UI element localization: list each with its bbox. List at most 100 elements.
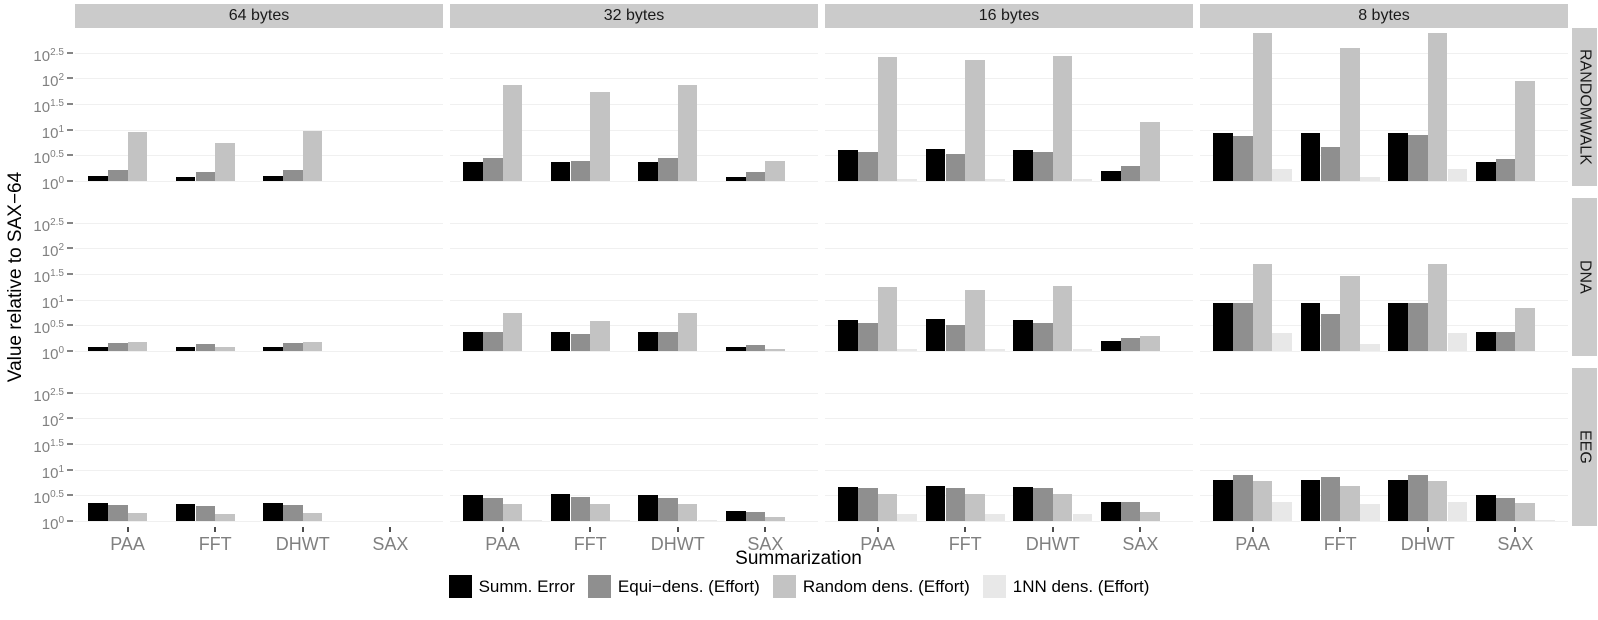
legend: Summ. Error Equi−dens. (Effort) Random den… (0, 575, 1598, 598)
gridline (1200, 222, 1568, 224)
legend-key-swatch (587, 575, 611, 598)
bar (965, 289, 985, 351)
gridline (825, 469, 1193, 471)
bar (215, 513, 235, 521)
bar (107, 169, 128, 181)
gridline (825, 181, 1193, 182)
y-tick-mark (67, 180, 73, 182)
x-tick-mark (501, 527, 504, 532)
x-tick-mark (876, 527, 879, 532)
gridline (450, 155, 818, 157)
bar (838, 319, 858, 351)
bar (1120, 502, 1141, 521)
bar (897, 178, 917, 181)
bar (897, 513, 917, 521)
bar (1476, 161, 1496, 181)
bar (302, 512, 323, 521)
bar (1013, 150, 1034, 181)
bar (263, 503, 284, 521)
bar (263, 346, 284, 351)
legend-key-swatch (448, 575, 472, 598)
gridline (450, 521, 818, 522)
bar (1447, 169, 1468, 181)
bar (215, 346, 235, 351)
bar (1213, 480, 1233, 521)
y-tick-label: 101 (41, 123, 64, 142)
y-tick-mark (67, 51, 73, 54)
bar (1359, 176, 1380, 181)
gridline (1200, 52, 1568, 54)
gridline (1200, 351, 1568, 352)
bar (1052, 56, 1073, 181)
bar (550, 332, 571, 351)
legend-item: Equi−dens. (Effort) (587, 575, 760, 598)
bar (897, 348, 917, 351)
facet-panel (75, 368, 443, 526)
gridline (825, 222, 1193, 224)
x-tick-mark (389, 527, 392, 532)
gridline (1200, 521, 1568, 522)
bar (1447, 333, 1468, 351)
bar (1272, 502, 1292, 521)
bar (609, 519, 630, 521)
facet-column-strip: 16 bytes (825, 4, 1193, 28)
y-tick-mark (67, 154, 73, 157)
bar (1101, 340, 1121, 351)
bar (1515, 503, 1536, 521)
x-tick-label: SAX (747, 534, 784, 554)
bar (1252, 32, 1273, 181)
gridline (75, 443, 443, 445)
x-tick-mark (1251, 527, 1254, 532)
x-tick-label: FFT (1323, 534, 1357, 554)
y-tick-label: 100 (41, 345, 64, 363)
bar (945, 488, 966, 521)
bar (1120, 337, 1141, 351)
bar (1072, 178, 1093, 181)
x-tick-mark (214, 527, 217, 532)
x-tick-label: FFT (948, 534, 982, 554)
bar (550, 162, 571, 181)
bar (1515, 307, 1536, 351)
bar (1232, 302, 1253, 351)
x-tick-label: SAX (372, 534, 409, 554)
bar (570, 497, 591, 521)
facet-row-label: DNA (1576, 260, 1594, 294)
x-tick-label: SAX (1497, 534, 1534, 554)
x-tick-label: PAA (485, 534, 520, 554)
bar (1408, 475, 1428, 521)
bar (984, 348, 1005, 351)
gridline (825, 418, 1193, 420)
gridline (450, 181, 818, 182)
y-tick-mark (67, 324, 73, 327)
facet-panel (825, 198, 1193, 356)
facet-column-label: 64 bytes (228, 7, 290, 24)
bar (877, 286, 898, 351)
bar (127, 341, 148, 351)
bar (283, 342, 303, 351)
bar (1427, 481, 1448, 521)
bar (195, 505, 216, 521)
legend-label: 1NN dens. (Effort) (1012, 576, 1150, 596)
y-tick-mark (67, 350, 73, 352)
bar (1033, 323, 1053, 351)
bar (1120, 165, 1141, 181)
bar (175, 176, 196, 181)
legend-item: Random dens. (Effort) (772, 575, 970, 598)
bar (1232, 136, 1253, 181)
legend-item: Summ. Error (448, 575, 575, 598)
gridline (1200, 443, 1568, 445)
bar (127, 132, 148, 181)
gridline (825, 103, 1193, 105)
gridline (1200, 78, 1568, 80)
gridline (450, 495, 818, 497)
bar (502, 504, 523, 521)
bar (1213, 133, 1233, 181)
bar (1408, 135, 1428, 181)
bar (88, 346, 108, 351)
facet-panel (450, 368, 818, 526)
bar (590, 91, 610, 181)
bar (658, 332, 678, 351)
bar (677, 84, 698, 181)
gridline (1200, 325, 1568, 327)
x-tick-mark (589, 527, 592, 532)
